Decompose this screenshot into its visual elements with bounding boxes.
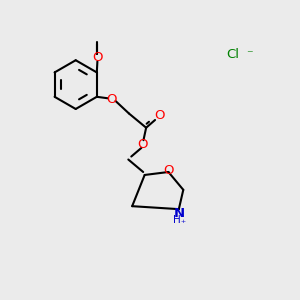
Text: N: N <box>173 207 184 220</box>
Text: O: O <box>106 93 117 106</box>
Text: Cl: Cl <box>227 48 240 62</box>
Text: ⁻: ⁻ <box>246 48 253 62</box>
Text: O: O <box>137 138 148 151</box>
Text: O: O <box>163 164 174 177</box>
Text: O: O <box>154 109 165 122</box>
Text: O: O <box>92 51 103 64</box>
Text: H₊: H₊ <box>173 215 186 225</box>
